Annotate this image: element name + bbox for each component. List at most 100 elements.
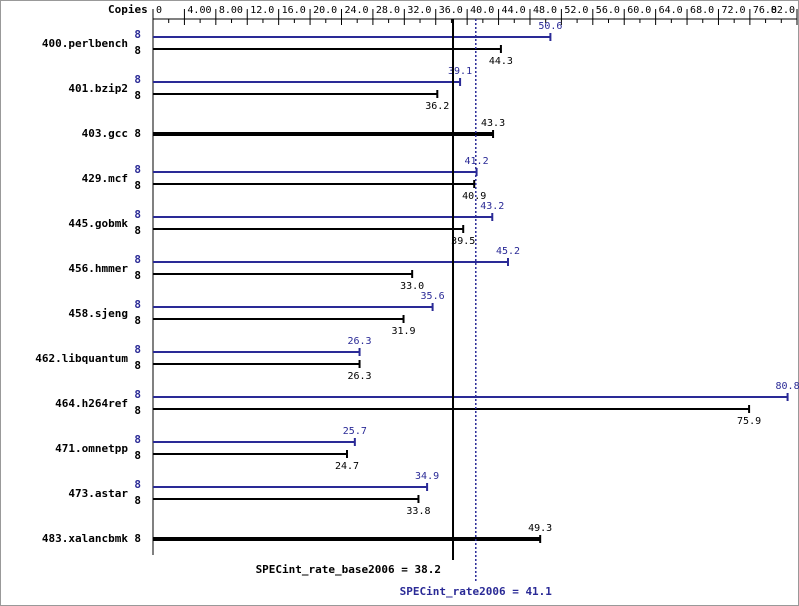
value-label: 35.6 (421, 291, 445, 302)
bar (153, 48, 501, 50)
value-label: 43.2 (480, 201, 504, 212)
copies-label: 8 (134, 388, 141, 401)
x-tick-label: 82.0 (771, 5, 795, 16)
benchmark-name: 464.h264ref (55, 397, 128, 410)
x-tick-label: 28.0 (376, 5, 400, 16)
value-label: 41.2 (465, 156, 489, 167)
value-label: 26.3 (348, 371, 372, 382)
bar (153, 351, 360, 353)
bar (153, 132, 494, 136)
benchmark-name: 483.xalancbmk (42, 532, 128, 545)
copies-label: 8 (134, 478, 141, 491)
x-tick-label: 0 (156, 5, 162, 16)
axis-label: Copies (108, 3, 148, 16)
x-tick-label: 36.0 (439, 5, 463, 16)
x-tick-label: 8.00 (219, 5, 243, 16)
bar (153, 171, 477, 173)
copies-label: 8 (134, 404, 141, 417)
x-tick-label: 64.0 (659, 5, 683, 16)
value-label: 80.8 (776, 381, 799, 392)
bar (153, 318, 404, 320)
value-label: 43.3 (481, 118, 505, 129)
benchmark-name: 403.gcc (82, 127, 128, 140)
x-tick-label: 24.0 (344, 5, 368, 16)
copies-label: 8 (134, 359, 141, 372)
bar (153, 81, 461, 83)
bar (153, 363, 360, 365)
value-label: 49.3 (528, 523, 552, 534)
bar (153, 498, 419, 500)
copies-label: 8 (134, 449, 141, 462)
value-label: 24.7 (335, 461, 359, 472)
benchmark-name: 471.omnetpp (55, 442, 128, 455)
x-tick-label: 32.0 (407, 5, 431, 16)
value-label: 39.1 (448, 66, 472, 77)
copies-label: 8 (134, 298, 141, 311)
copies-label: 8 (134, 44, 141, 57)
benchmark-name: 473.astar (68, 487, 128, 500)
bar (153, 93, 438, 95)
x-tick-label: 40.0 (470, 5, 494, 16)
reference-label: SPECint_rate_base2006 = 38.2 (256, 563, 441, 576)
value-label: 40.9 (462, 191, 486, 202)
bar (153, 453, 347, 455)
benchmark-name: 458.sjeng (68, 307, 128, 320)
benchmark-name: 401.bzip2 (68, 82, 128, 95)
copies-label: 8 (134, 494, 141, 507)
bar (153, 183, 475, 185)
bar (153, 537, 541, 541)
bar (153, 261, 508, 263)
value-label: 36.2 (425, 101, 449, 112)
value-label: 75.9 (737, 416, 761, 427)
benchmark-name: 429.mcf (82, 172, 128, 185)
value-label: 39.5 (451, 236, 475, 247)
copies-label: 8 (134, 179, 141, 192)
bar (153, 408, 750, 410)
bar (153, 306, 433, 308)
copies-label: 8 (134, 433, 141, 446)
x-tick-label: 20.0 (313, 5, 337, 16)
copies-label: 8 (134, 224, 141, 237)
copies-label: 8 (134, 89, 141, 102)
x-tick-label: 56.0 (596, 5, 620, 16)
bar (153, 396, 788, 398)
x-tick-label: 12.0 (250, 5, 274, 16)
x-tick-label: 4.00 (187, 5, 211, 16)
x-tick-label: 52.0 (564, 5, 588, 16)
benchmark-name: 462.libquantum (35, 352, 128, 365)
benchmark-name: 400.perlbench (42, 37, 128, 50)
value-label: 44.3 (489, 56, 513, 67)
copies-label: 8 (134, 163, 141, 176)
x-tick-label: 48.0 (533, 5, 557, 16)
value-label: 25.7 (343, 426, 367, 437)
value-label: 33.8 (406, 506, 430, 517)
value-label: 45.2 (496, 246, 520, 257)
bar (153, 441, 355, 443)
x-tick-label: 44.0 (502, 5, 526, 16)
value-label: 31.9 (391, 326, 415, 337)
x-tick-label: 68.0 (690, 5, 714, 16)
value-label: 34.9 (415, 471, 439, 482)
copies-label: 8 (134, 343, 141, 356)
reference-label: SPECint_rate2006 = 41.1 (400, 585, 553, 598)
copies-label: 8 (134, 28, 141, 41)
value-label: 50.6 (538, 21, 562, 32)
copies-label: 8 (134, 127, 141, 140)
benchmark-name: 445.gobmk (68, 217, 128, 230)
value-label: 26.3 (348, 336, 372, 347)
bar (153, 36, 551, 38)
copies-label: 8 (134, 269, 141, 282)
x-tick-label: 60.0 (627, 5, 651, 16)
bar (153, 228, 464, 230)
copies-label: 8 (134, 314, 141, 327)
value-label: 33.0 (400, 281, 424, 292)
x-tick-label: 72.0 (721, 5, 745, 16)
bar (153, 216, 493, 218)
copies-label: 8 (134, 253, 141, 266)
copies-label: 8 (134, 532, 141, 545)
bar (153, 486, 428, 488)
x-tick-label: 16.0 (282, 5, 306, 16)
copies-label: 8 (134, 73, 141, 86)
